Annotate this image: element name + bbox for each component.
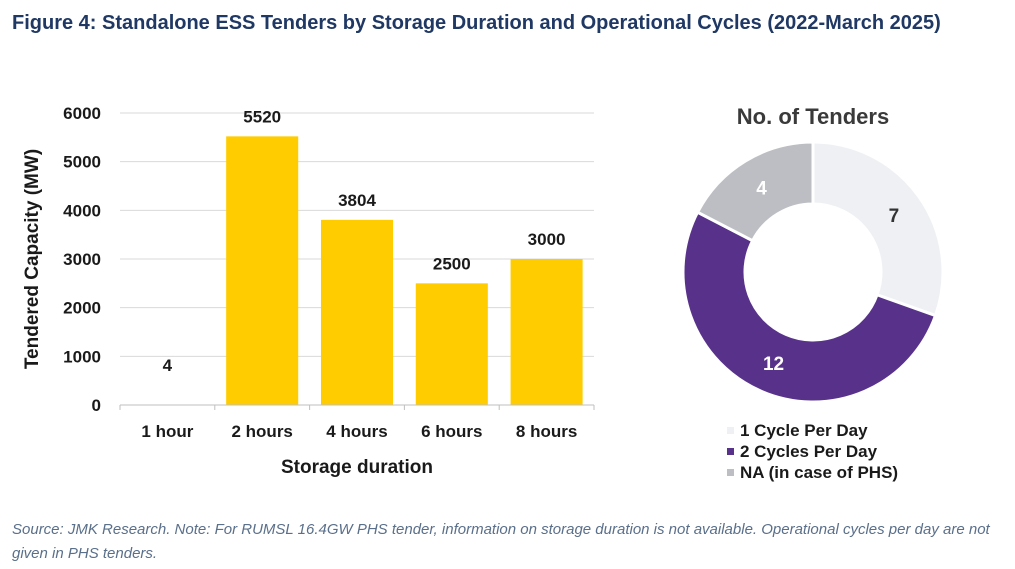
y-tick-label: 2000	[63, 299, 101, 318]
bar-2-hours	[226, 136, 299, 406]
bar-data-label: 5520	[243, 107, 281, 126]
donut-legend: 1 Cycle Per Day 2 Cycles Per Day NA (in ca…	[727, 420, 898, 483]
x-axis-title: Storage duration	[281, 457, 433, 478]
donut-data-label: 4	[756, 178, 767, 199]
bar-8-hours	[510, 259, 583, 405]
x-tick-label: 4 hours	[326, 422, 387, 441]
x-tick-labels: 1 hour 2 hours 4 hours 6 hours 8 hours	[141, 422, 577, 441]
bar-4-hours	[320, 219, 394, 405]
legend-swatch	[727, 469, 734, 476]
donut-data-label: 12	[763, 354, 784, 375]
y-tick-labels: 0 1000 2000 3000 4000 5000 6000	[63, 104, 101, 415]
y-tick-label: 0	[92, 396, 101, 415]
bar-data-labels: 4 5520 3804 2500 3000	[163, 107, 566, 375]
source-note: Source: JMK Research. Note: For RUMSL 16…	[12, 521, 990, 562]
legend-label: 2 Cycles Per Day	[740, 441, 878, 461]
x-tick-label: 1 hour	[141, 422, 193, 441]
legend-label: NA (in case of PHS)	[740, 462, 899, 482]
y-tick-label: 3000	[63, 250, 101, 269]
legend-swatch	[727, 448, 734, 455]
donut-data-label: 7	[889, 206, 900, 227]
legend-item: NA (in case of PHS)	[727, 462, 898, 483]
y-tick-label: 6000	[63, 104, 101, 123]
legend-swatch	[727, 427, 734, 434]
legend-item: 2 Cycles Per Day	[727, 441, 898, 462]
bar-series	[131, 136, 583, 406]
y-axis-title: Tendered Capacity (MW)	[22, 149, 43, 369]
donut-slice-2	[681, 210, 938, 404]
y-tick-label: 5000	[63, 153, 101, 172]
donut-data-labels: 7 12 4	[756, 178, 899, 374]
donut-slices	[681, 140, 945, 404]
bar-data-label: 3804	[338, 191, 376, 210]
y-tick-label: 4000	[63, 201, 101, 220]
donut-slice-3	[695, 140, 815, 243]
y-tick-label: 1000	[63, 347, 101, 366]
figure-title: Figure 4: Standalone ESS Tenders by Stor…	[12, 12, 941, 34]
x-tick-label: 8 hours	[516, 422, 577, 441]
bar-data-label: 3000	[528, 230, 566, 249]
x-tick-label: 6 hours	[421, 422, 482, 441]
donut-chart: No. of Tenders 7 12 4	[681, 104, 945, 404]
x-tick-label: 2 hours	[231, 422, 292, 441]
donut-title: No. of Tenders	[737, 104, 889, 129]
x-axis-ticks	[119, 405, 595, 410]
bar-data-label: 2500	[433, 254, 471, 273]
bar-chart: 0 1000 2000 3000 4000 5000 6000 4 5520 3804 2500 3…	[22, 104, 595, 478]
legend-label: 1 Cycle Per Day	[740, 420, 868, 440]
donut-slice-1	[811, 140, 945, 318]
legend-item: 1 Cycle Per Day	[727, 420, 898, 441]
bar-data-label: 4	[163, 356, 173, 375]
bar-6-hours	[415, 283, 488, 405]
